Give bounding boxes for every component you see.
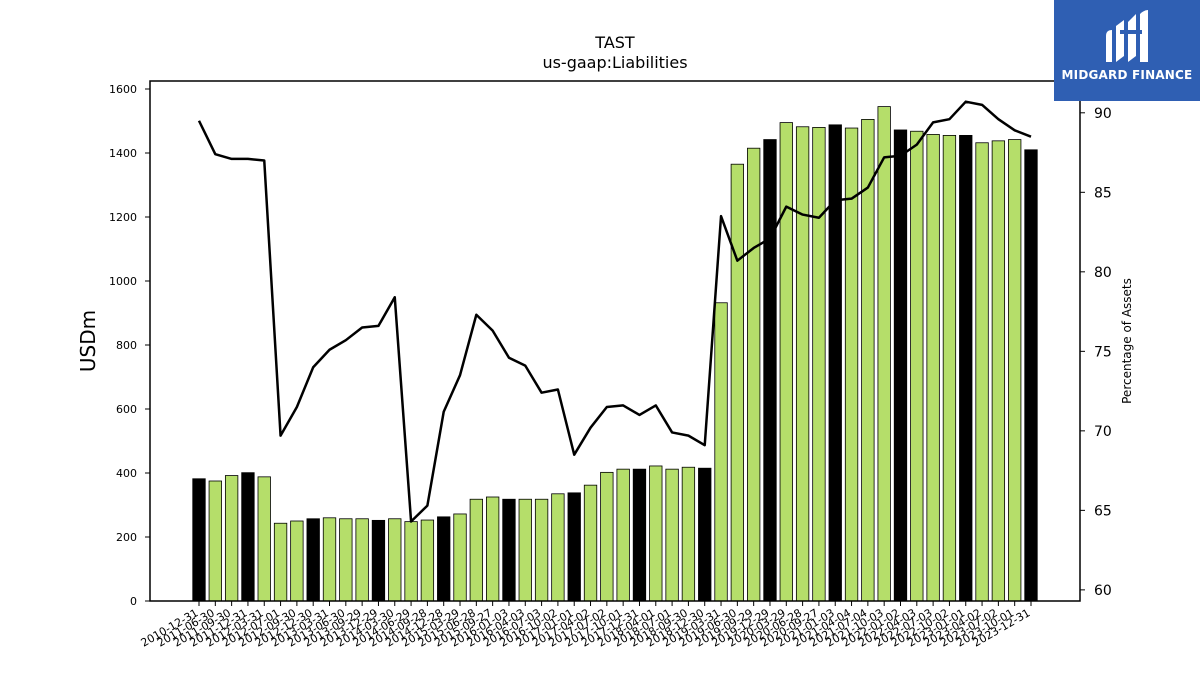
bar-series xyxy=(192,106,1038,602)
bar-2019-12-29 xyxy=(779,122,793,602)
bar-2012-07-01 xyxy=(290,520,304,602)
bar-2014-12-28 xyxy=(453,513,467,602)
bar-2023-04-02 xyxy=(991,140,1006,602)
bar-2022-10-02 xyxy=(959,134,973,602)
bar-2015-09-27 xyxy=(502,498,516,602)
bar-2022-01-02 xyxy=(910,130,924,602)
bar-2010-12-31 xyxy=(192,478,206,602)
bar-2023-10-01 xyxy=(1024,149,1038,602)
y-tick-label: 1200 xyxy=(109,211,137,224)
bar-2011-03-30 xyxy=(208,480,222,602)
y2-tick-label: 70 xyxy=(1094,424,1112,440)
bar-2021-07-04 xyxy=(877,106,891,602)
bar-2014-06-29 xyxy=(420,519,435,602)
midgard-m-logo-icon xyxy=(1106,10,1148,62)
bar-2013-09-29 xyxy=(371,519,386,602)
bar-2014-09-28 xyxy=(437,516,451,602)
y-tick-label: 1400 xyxy=(109,147,137,160)
bar-2012-09-30 xyxy=(306,518,320,602)
bar-2013-06-30 xyxy=(355,518,369,602)
bar-2014-03-30 xyxy=(404,521,418,602)
y-tick-label: 600 xyxy=(116,403,137,416)
bar-2022-07-03 xyxy=(942,134,957,602)
bar-2017-10-01 xyxy=(632,468,647,602)
brand-logo: MIDGARD FINANCE xyxy=(1054,0,1200,101)
bar-2018-09-30 xyxy=(698,467,712,602)
bar-2017-12-31 xyxy=(649,465,663,602)
bar-2015-06-28 xyxy=(485,496,500,602)
bar-2020-06-28 xyxy=(812,127,826,602)
bar-2017-07-02 xyxy=(616,468,630,602)
brand-name: MIDGARD FINANCE xyxy=(1061,68,1193,82)
y-axis-label: USDm xyxy=(76,310,100,372)
bar-2019-03-31 xyxy=(730,163,744,602)
bar-2016-07-03 xyxy=(551,493,565,602)
plot-frame xyxy=(149,80,1081,602)
left-axis-ticks: 0 200 400 600 800 1000 1200 1400 1600 xyxy=(109,83,150,608)
y-tick-label: 400 xyxy=(116,467,137,480)
y2-tick-label: 90 xyxy=(1094,106,1112,122)
percentage-of-assets-line xyxy=(197,100,1032,523)
bar-2013-03-31 xyxy=(339,518,353,602)
chart-title: TAST xyxy=(594,33,635,52)
right-axis-ticks: 60 65 70 75 80 85 90 xyxy=(1080,106,1112,599)
y-tick-label: 0 xyxy=(130,595,137,608)
y-tick-label: 200 xyxy=(116,531,137,544)
bar-2021-10-03 xyxy=(893,129,908,602)
bar-2018-07-01 xyxy=(681,466,696,602)
bar-2017-01-01 xyxy=(583,484,598,602)
bar-2011-06-30 xyxy=(224,475,239,602)
y2-axis-label: Percentage of Assets xyxy=(1120,278,1134,404)
bar-2011-12-31 xyxy=(257,476,271,602)
bar-2022-04-03 xyxy=(926,134,940,602)
y2-tick-label: 75 xyxy=(1094,344,1112,360)
y2-tick-label: 85 xyxy=(1094,185,1112,201)
bar-2012-03-31 xyxy=(273,522,288,602)
y2-tick-label: 60 xyxy=(1094,583,1112,599)
bar-2023-07-02 xyxy=(1008,139,1022,602)
bar-2019-06-30 xyxy=(747,147,761,602)
line-series xyxy=(197,100,1032,523)
bar-2020-03-29 xyxy=(795,126,810,602)
bar-2012-12-30 xyxy=(322,517,337,602)
y2-tick-label: 80 xyxy=(1094,265,1112,281)
bar-2017-04-02 xyxy=(600,471,614,602)
y-tick-label: 800 xyxy=(116,339,137,352)
bar-2011-09-30 xyxy=(241,472,255,602)
y-tick-label: 1600 xyxy=(109,83,137,96)
bar-2016-01-03 xyxy=(518,498,532,602)
bar-2023-01-01 xyxy=(975,142,989,602)
x-axis-ticks: 2010-12-312011-06-302011-09-302011-12-31… xyxy=(139,601,1033,650)
bar-2018-04-01 xyxy=(665,468,679,602)
bar-2016-10-02 xyxy=(567,492,581,602)
bar-2013-12-29 xyxy=(388,518,402,602)
bar-2016-04-03 xyxy=(534,498,549,602)
y2-tick-label: 65 xyxy=(1094,503,1112,519)
bar-2020-09-27 xyxy=(828,124,842,602)
bar-2015-03-29 xyxy=(469,498,483,602)
chart-subtitle: us-gaap:Liabilities xyxy=(542,53,687,72)
bar-2018-12-30 xyxy=(714,302,728,602)
bar-2019-09-29 xyxy=(763,139,777,602)
y-tick-label: 1000 xyxy=(109,275,137,288)
